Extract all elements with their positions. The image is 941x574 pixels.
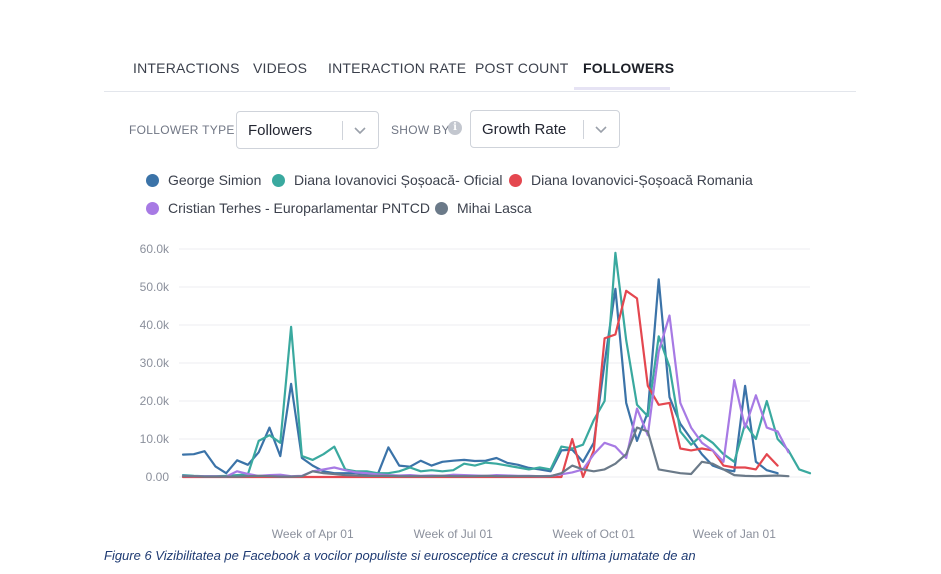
series-line-0 bbox=[181, 278, 779, 476]
select-divider bbox=[583, 120, 584, 139]
follower-type-value: Followers bbox=[248, 122, 313, 139]
chevron-down-icon bbox=[595, 126, 607, 134]
legend-swatch bbox=[509, 173, 522, 187]
tab-bar: INTERACTIONS VIDEOS INTERACTION RATE POS… bbox=[104, 52, 856, 92]
series-line-2 bbox=[181, 289, 779, 479]
legend-label: Cristian Terhes - Europarlamentar PNTCD bbox=[168, 200, 430, 216]
legend-label: Diana Iovanovici Șoșoacă- Oficial bbox=[294, 172, 503, 188]
y-tick-label: 50.0k bbox=[140, 280, 170, 294]
y-tick-label: 10.0k bbox=[140, 432, 170, 446]
series-line-1 bbox=[181, 251, 812, 478]
legend-item-diana-romania[interactable]: Diana Iovanovici-Șoșoacă Romania bbox=[509, 172, 753, 188]
tab-followers[interactable]: FOLLOWERS bbox=[583, 60, 675, 76]
legend-item-diana-oficial[interactable]: Diana Iovanovici Șoșoacă- Oficial bbox=[272, 172, 503, 188]
y-tick-label: 30.0k bbox=[140, 356, 170, 370]
x-tick-label: Week of Jul 01 bbox=[414, 527, 493, 541]
select-divider bbox=[342, 121, 343, 140]
show-by-value: Growth Rate bbox=[482, 121, 567, 138]
info-icon[interactable]: i bbox=[448, 121, 462, 135]
show-by-label: SHOW BY bbox=[391, 123, 450, 137]
follower-type-label: FOLLOWER TYPE bbox=[129, 123, 235, 137]
y-tick-label: 40.0k bbox=[140, 318, 170, 332]
x-tick-label: Week of Oct 01 bbox=[553, 527, 636, 541]
legend-label: George Simion bbox=[168, 172, 262, 188]
tab-interactions[interactable]: INTERACTIONS bbox=[133, 60, 240, 76]
follower-type-select[interactable]: Followers bbox=[236, 111, 379, 149]
x-tick-label: Week of Jan 01 bbox=[693, 527, 776, 541]
figure-caption: Figure 6 Vizibilitatea pe Facebook a voc… bbox=[104, 548, 696, 563]
y-tick-label: 20.0k bbox=[140, 394, 170, 408]
legend-swatch bbox=[435, 201, 448, 215]
legend-swatch bbox=[146, 201, 159, 215]
legend-label: Mihai Lasca bbox=[457, 200, 532, 216]
show-by-select[interactable]: Growth Rate bbox=[470, 110, 620, 148]
tab-videos[interactable]: VIDEOS bbox=[253, 60, 308, 76]
legend-swatch bbox=[146, 173, 159, 187]
x-tick-label: Week of Apr 01 bbox=[272, 527, 354, 541]
legend-item-mihai-lasca[interactable]: Mihai Lasca bbox=[435, 200, 532, 216]
series-line-4 bbox=[181, 426, 790, 478]
y-tick-label: 0.00 bbox=[146, 470, 170, 484]
tab-post-count[interactable]: POST COUNT bbox=[475, 60, 569, 76]
chevron-down-icon bbox=[354, 127, 366, 135]
legend-item-george-simion[interactable]: George Simion bbox=[146, 172, 261, 188]
legend-item-cristian-terhes[interactable]: Cristian Terhes - Europarlamentar PNTCD bbox=[146, 200, 430, 216]
active-tab-indicator bbox=[574, 87, 670, 90]
legend-swatch bbox=[272, 173, 285, 187]
legend-label: Diana Iovanovici-Șoșoacă Romania bbox=[531, 172, 753, 188]
series-line-3 bbox=[181, 314, 790, 478]
y-tick-label: 60.0k bbox=[140, 242, 170, 256]
tab-interaction-rate[interactable]: INTERACTION RATE bbox=[328, 60, 467, 76]
